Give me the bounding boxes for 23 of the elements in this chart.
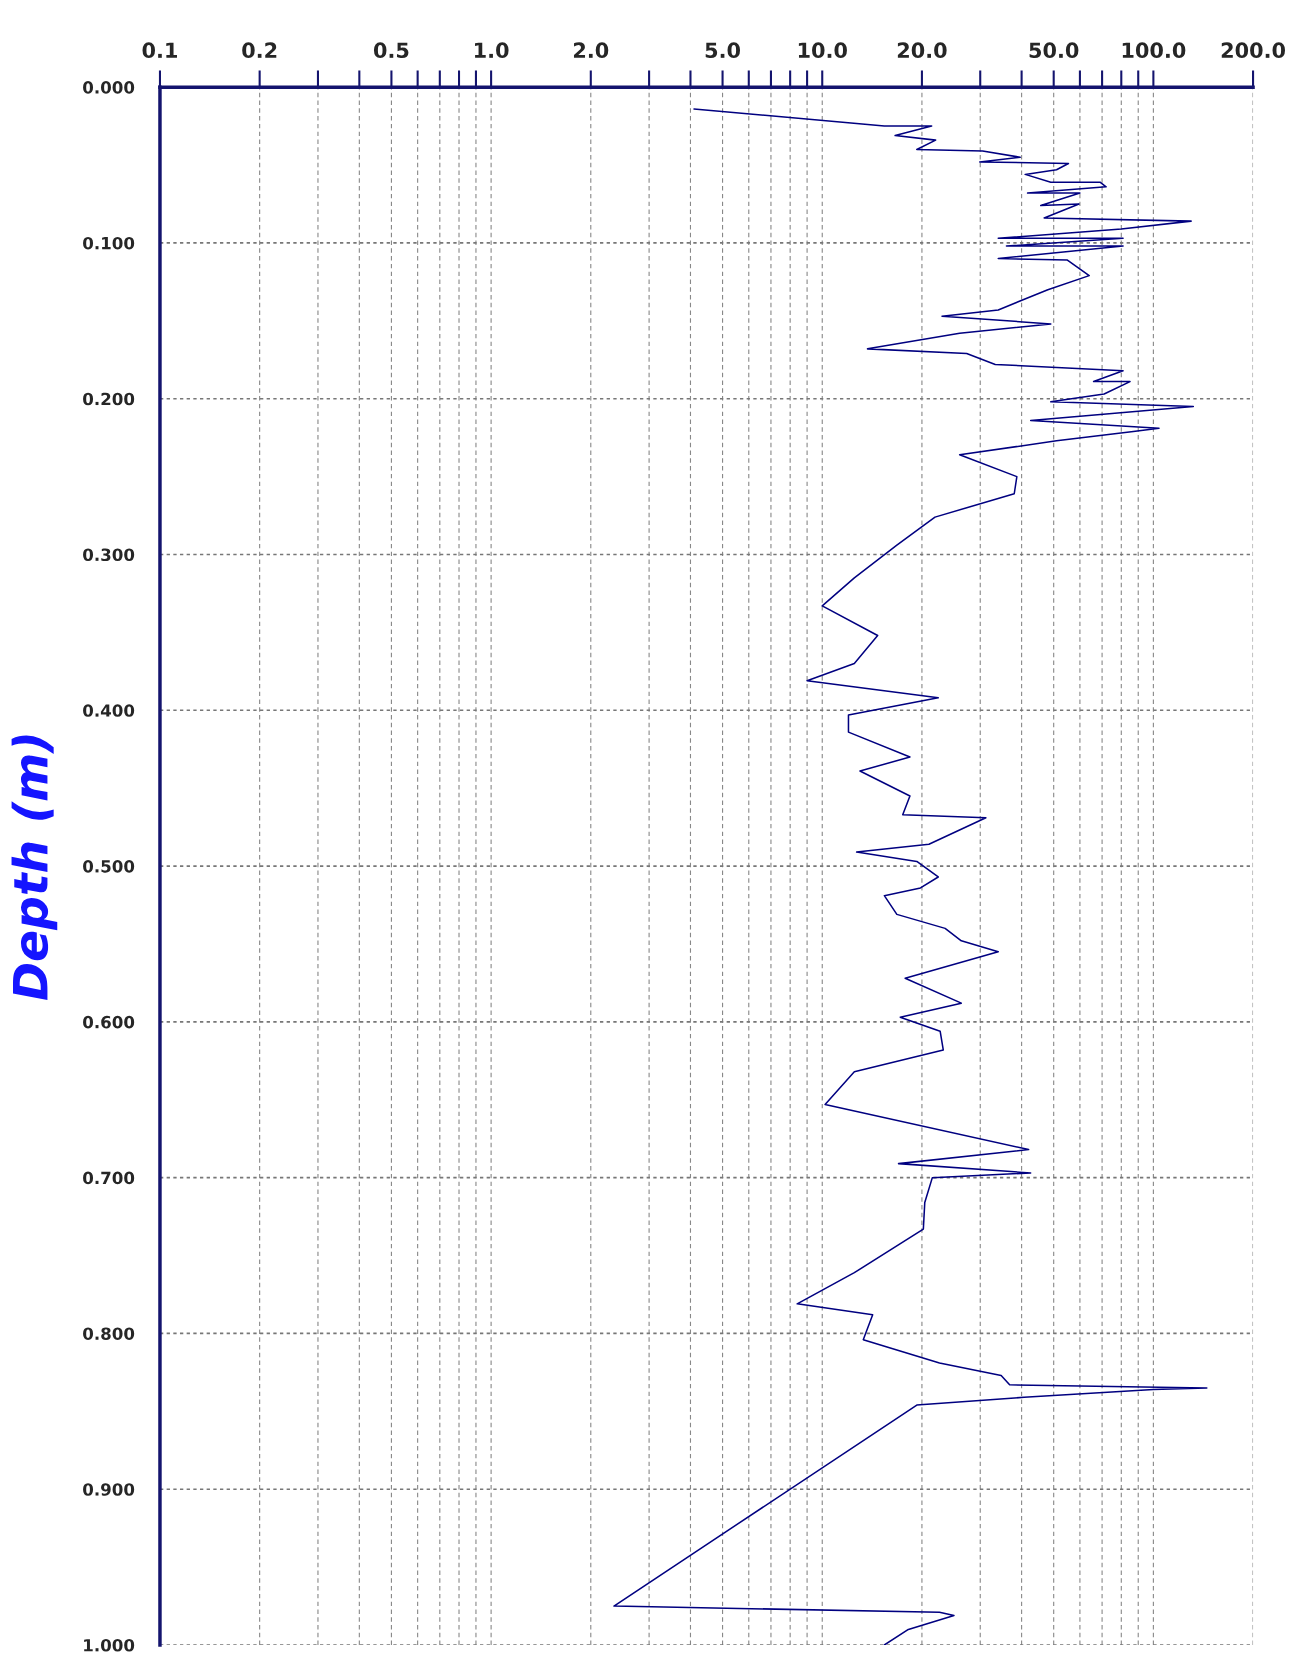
y-tick-label: 0.700 <box>83 1171 135 1185</box>
x-tick-label: 20.0 <box>897 42 947 59</box>
x-tick-label: 1.0 <box>475 42 509 59</box>
y-tick-label: 0.100 <box>83 236 135 250</box>
x-tick-label: 2.0 <box>573 42 609 59</box>
y-tick-label: 0.300 <box>83 548 135 562</box>
y-tick-label: 0.800 <box>83 1327 135 1340</box>
x-tick-label: 5.0 <box>705 42 741 59</box>
y-tick-label: 1.000 <box>84 1638 135 1652</box>
x-tick-label: 100.0 <box>1122 42 1186 59</box>
x-tick-label: 200.0 <box>1221 42 1286 59</box>
y-tick-label: 0.900 <box>83 1483 135 1496</box>
y-tick-label: 0.200 <box>83 392 135 406</box>
y-tick-label: 0.600 <box>83 1015 135 1029</box>
x-tick-label: 0.1 <box>142 42 177 59</box>
x-tick-label: 10.0 <box>798 42 847 59</box>
x-tick-label: 0.5 <box>373 42 409 59</box>
y-axis-title: Depth (m) <box>11 735 58 1001</box>
x-tick-label: 50.0 <box>1029 42 1079 59</box>
y-tick-label: 0.000 <box>83 81 135 94</box>
y-tick-label: 0.500 <box>83 860 135 873</box>
y-tick-label: 0.400 <box>83 704 135 717</box>
x-tick-label: 0.2 <box>242 42 277 59</box>
